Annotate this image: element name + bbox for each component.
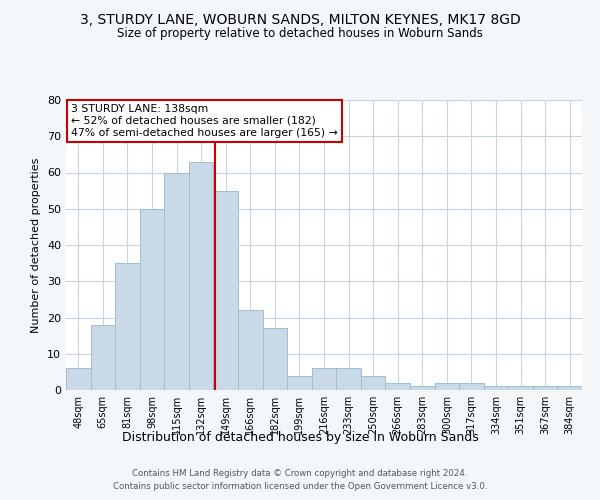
Text: 3 STURDY LANE: 138sqm
← 52% of detached houses are smaller (182)
47% of semi-det: 3 STURDY LANE: 138sqm ← 52% of detached … [71, 104, 338, 138]
Y-axis label: Number of detached properties: Number of detached properties [31, 158, 41, 332]
Bar [459, 383, 484, 390]
Bar [140, 209, 164, 390]
Text: Contains HM Land Registry data © Crown copyright and database right 2024.
Contai: Contains HM Land Registry data © Crown c… [113, 469, 487, 491]
Bar [533, 386, 557, 390]
Bar [66, 368, 91, 390]
Text: Distribution of detached houses by size in Woburn Sands: Distribution of detached houses by size … [122, 431, 478, 444]
Text: 3, STURDY LANE, WOBURN SANDS, MILTON KEYNES, MK17 8GD: 3, STURDY LANE, WOBURN SANDS, MILTON KEY… [80, 12, 520, 26]
Bar [164, 172, 189, 390]
Bar [557, 386, 582, 390]
Bar [484, 386, 508, 390]
Bar [508, 386, 533, 390]
Bar [214, 190, 238, 390]
Bar [287, 376, 312, 390]
Text: Size of property relative to detached houses in Woburn Sands: Size of property relative to detached ho… [117, 28, 483, 40]
Bar [115, 263, 140, 390]
Bar [238, 310, 263, 390]
Bar [385, 383, 410, 390]
Bar [336, 368, 361, 390]
Bar [312, 368, 336, 390]
Bar [263, 328, 287, 390]
Bar [91, 325, 115, 390]
Bar [434, 383, 459, 390]
Bar [189, 162, 214, 390]
Bar [410, 386, 434, 390]
Bar [361, 376, 385, 390]
